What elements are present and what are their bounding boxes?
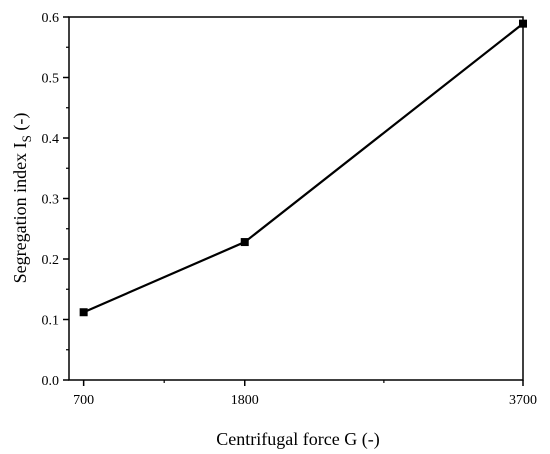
y-tick-label: 0.2 xyxy=(42,253,60,268)
series-line xyxy=(83,22,524,314)
x-tick-label: 1800 xyxy=(231,393,259,408)
y-tick-label: 0.4 xyxy=(42,132,60,147)
data-point xyxy=(240,238,249,247)
plot-frame xyxy=(68,16,524,381)
series-layer xyxy=(79,19,527,317)
y-tick-label: 0.6 xyxy=(42,11,60,26)
x-tick-label: 3700 xyxy=(509,393,537,408)
y-tick-label: 0.3 xyxy=(42,193,60,208)
y-axis-title: Segregation index IS (-) xyxy=(10,113,34,284)
data-point xyxy=(79,308,88,317)
y-tick-label: 0.5 xyxy=(42,72,60,87)
y-tick-label: 0.1 xyxy=(42,314,60,329)
y-tick-label: 0.0 xyxy=(42,374,60,389)
x-axis: 700 1800 3700 xyxy=(73,380,537,408)
y-axis-title-main: Segregation index I xyxy=(10,142,30,283)
data-point xyxy=(519,19,527,28)
x-axis-title: Centrifugal force G (-) xyxy=(216,429,379,450)
y-axis-title-suffix: (-) xyxy=(10,113,31,135)
y-axis: 0.0 0.1 0.2 0.3 0.4 0.5 0.6 xyxy=(42,11,69,389)
plot-area xyxy=(68,16,524,381)
x-tick-label: 700 xyxy=(73,393,94,408)
y-axis-title-subscript: S xyxy=(19,135,34,142)
